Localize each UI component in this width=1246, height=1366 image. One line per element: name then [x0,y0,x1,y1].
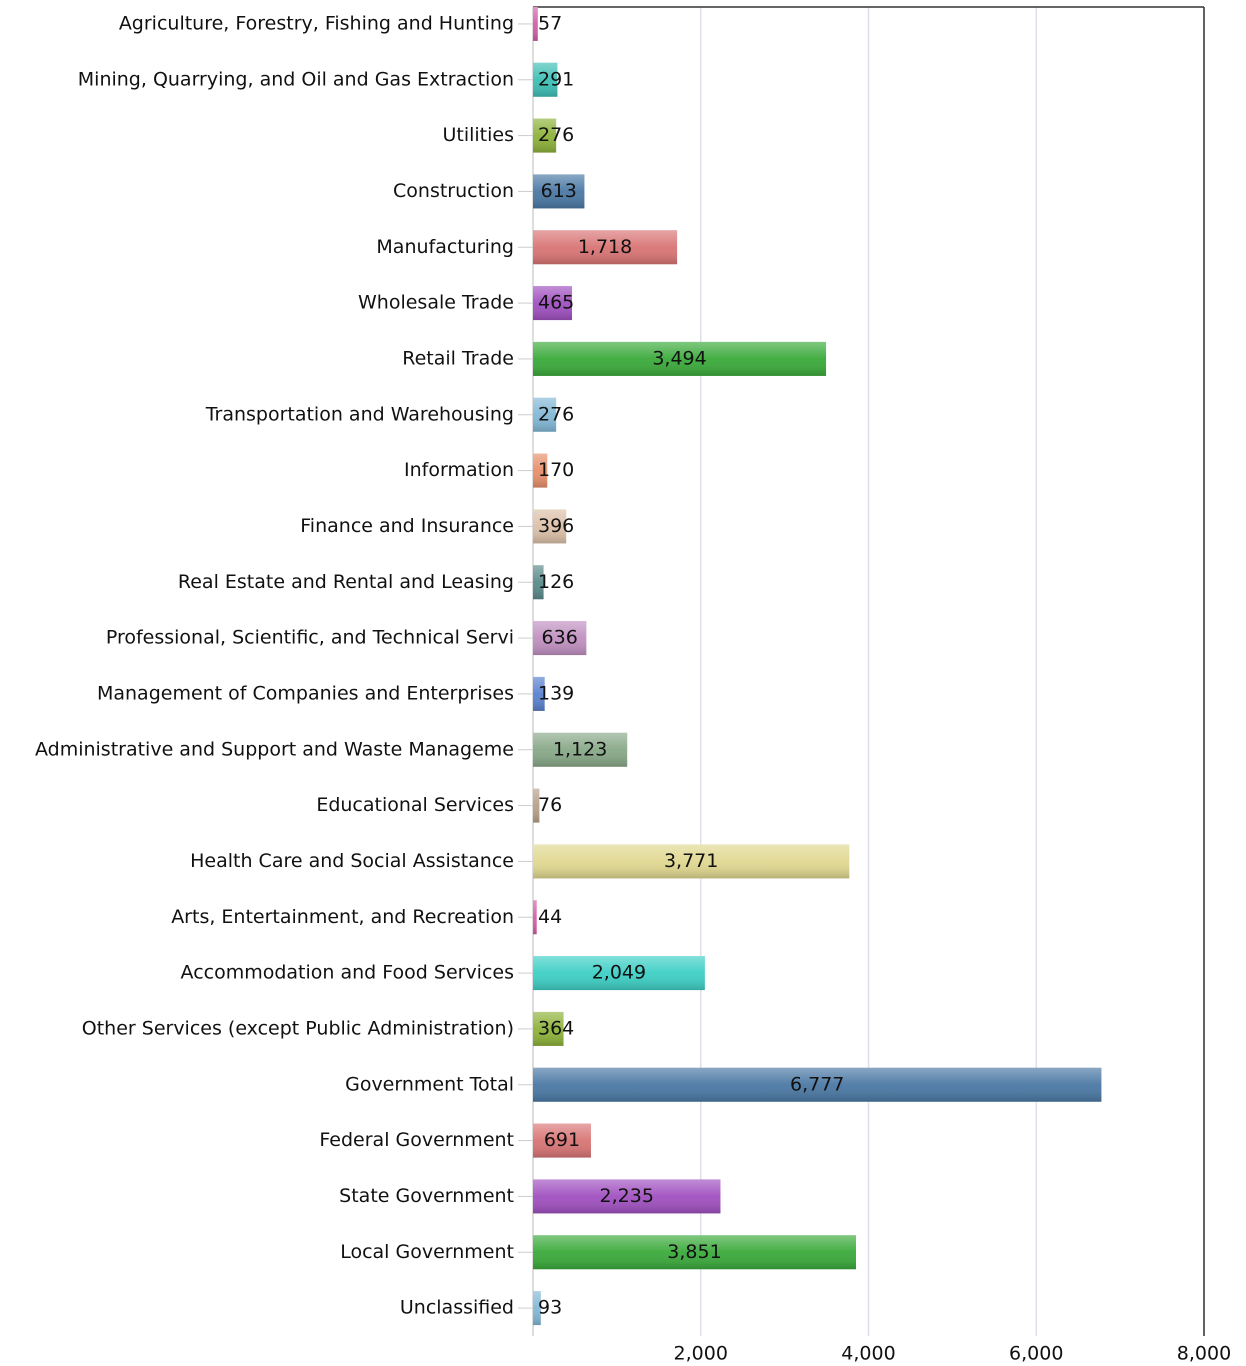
value-label: 276 [538,403,574,425]
bar-shade [533,1011,564,1046]
value-label: 613 [541,180,577,202]
value-label: 636 [542,627,578,649]
bar-shade [533,900,537,935]
value-label: 364 [538,1017,574,1039]
y-tick-label: Unclassified [400,1297,514,1319]
value-label: 126 [538,571,574,593]
y-tick-label: Utilities [442,124,514,146]
bar-shade [533,1179,721,1214]
bar-shade [533,118,557,153]
bar-shade [533,286,573,321]
y-tick-label: Management of Companies and Enterprises [97,682,514,704]
y-tick-label: Arts, Entertainment, and Recreation [171,906,514,928]
y-tick-label: Health Care and Social Assistance [190,850,514,872]
y-tick-label: Real Estate and Rental and Leasing [178,571,514,593]
bar-shade [533,509,567,544]
value-label: 465 [538,292,574,314]
y-tick-label: Local Government [340,1241,514,1263]
bar-shade [533,230,678,265]
y-tick-label: Agriculture, Forestry, Fishing and Hunti… [119,12,514,34]
y-tick-label: Finance and Insurance [300,515,514,537]
value-label: 3,771 [664,850,718,872]
value-label: 291 [538,68,574,90]
value-label: 139 [538,682,574,704]
x-tick-label: 6,000 [1009,1343,1063,1365]
value-label: 2,235 [600,1185,654,1207]
bar-shade [533,844,850,879]
y-tick-label: Construction [393,180,514,202]
bar-shade [533,174,585,209]
value-label: 3,851 [667,1241,721,1263]
bar-shade [533,732,628,767]
bar-shade [533,1291,541,1326]
y-tick-label: Manufacturing [376,236,514,258]
value-label: 57 [538,12,562,34]
x-tick-label: 2,000 [674,1343,728,1365]
y-tick-label: State Government [339,1185,514,1207]
y-tick-label: Professional, Scientific, and Technical … [106,627,514,649]
value-label: 93 [538,1297,562,1319]
y-tick-label: Accommodation and Food Services [181,962,514,984]
bar-shade [533,62,558,97]
value-label: 396 [538,515,574,537]
y-tick-label: Administrative and Support and Waste Man… [35,738,514,760]
y-tick-label: Wholesale Trade [358,292,514,314]
value-label: 44 [538,906,562,928]
value-label: 1,718 [578,236,632,258]
y-tick-label: Mining, Quarrying, and Oil and Gas Extra… [78,68,514,90]
y-tick-label: Federal Government [319,1129,514,1151]
value-label: 76 [538,794,562,816]
bar-shade [533,788,540,823]
value-label: 691 [544,1129,580,1151]
y-tick-label: Transportation and Warehousing [205,403,514,425]
bar-shade [533,6,538,41]
bar-shade [533,397,557,432]
y-tick-label: Educational Services [316,794,514,816]
value-label: 170 [538,459,574,481]
bar-shade [533,1235,857,1270]
bar-shade [533,956,705,991]
value-label: 1,123 [553,738,607,760]
bar-shade [533,341,827,376]
y-tick-label: Retail Trade [402,347,514,369]
bar-shade [533,1067,1102,1102]
value-label: 6,777 [790,1073,844,1095]
x-tick-label: 8,000 [1177,1343,1231,1365]
bar-shade [533,621,587,656]
bar-shade [533,1123,591,1158]
value-label: 276 [538,124,574,146]
value-label: 2,049 [592,962,646,984]
bar-shade [533,676,545,711]
y-tick-label: Government Total [345,1073,514,1095]
value-label: 3,494 [652,347,706,369]
x-tick-label: 4,000 [841,1343,895,1365]
bar-shade [533,565,544,600]
y-tick-label: Information [404,459,514,481]
bar-shade [533,453,548,488]
y-tick-label: Other Services (except Public Administra… [82,1017,514,1039]
